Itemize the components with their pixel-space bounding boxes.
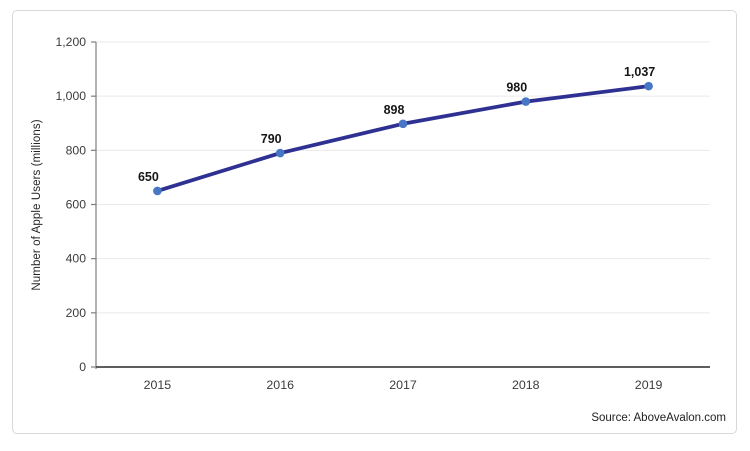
data-point-2019: [644, 81, 653, 91]
y-tick-label: 1,000: [56, 89, 87, 103]
y-tick-label: 400: [66, 252, 87, 266]
y-tick-label: 0: [79, 360, 86, 374]
source-note: Source: AboveAvalon.com: [591, 412, 726, 424]
data-label-2018: 980: [506, 81, 527, 95]
chart-card: [12, 10, 737, 434]
data-point-2017: [398, 119, 408, 129]
y-tick-label: 200: [66, 306, 87, 320]
y-tick-label: 600: [66, 198, 87, 212]
x-tick-label: 2018: [512, 378, 540, 392]
y-tick-label: 800: [66, 143, 87, 157]
data-label-2019: 1,037: [624, 65, 655, 79]
y-axis-title: Number of Apple Users (millions): [31, 119, 43, 291]
x-tick-label: 2017: [389, 378, 417, 392]
x-tick-label: 2015: [144, 378, 172, 392]
x-tick-label: 2016: [266, 378, 294, 392]
y-tick-label: 1,200: [56, 35, 87, 49]
data-label-2017: 898: [384, 103, 405, 117]
data-label-2015: 650: [138, 170, 159, 184]
data-point-2015: [153, 186, 162, 196]
data-point-2016: [275, 148, 285, 158]
data-label-2016: 790: [261, 132, 282, 146]
x-tick-label: 2019: [635, 378, 663, 392]
data-point-2018: [521, 97, 531, 106]
